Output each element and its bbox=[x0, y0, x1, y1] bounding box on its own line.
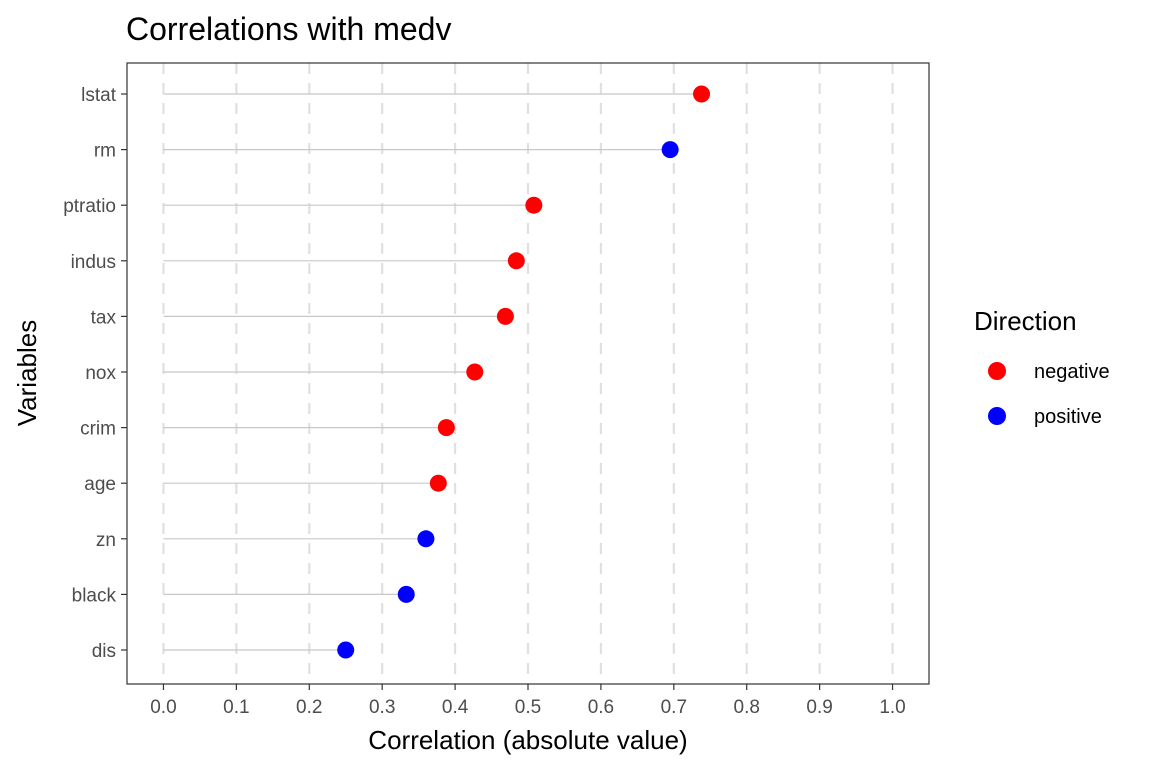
y-tick-label-ptratio: ptratio bbox=[63, 196, 116, 217]
legend-label-negative: negative bbox=[1034, 361, 1110, 383]
x-tick-label: 0.6 bbox=[588, 697, 614, 718]
y-tick-label-tax: tax bbox=[91, 307, 117, 328]
x-axis: 0.0 0.1 0.2 0.3 0.4 0.5 0.6 0.7 0.8 0.9 1.0 bbox=[150, 684, 906, 718]
y-tick-label-age: age bbox=[84, 474, 116, 495]
data-points bbox=[337, 85, 711, 659]
y-tick-label-lstat: lstat bbox=[81, 85, 117, 106]
x-tick-label: 0.8 bbox=[734, 697, 760, 718]
x-tick-label: 0.1 bbox=[223, 697, 249, 718]
x-tick-label: 0.9 bbox=[806, 697, 832, 718]
point-ptratio bbox=[525, 196, 543, 214]
x-axis-title: Correlation (absolute value) bbox=[368, 725, 687, 755]
point-crim bbox=[437, 419, 455, 437]
y-tick-label-dis: dis bbox=[92, 641, 116, 662]
x-tick-label: 0.0 bbox=[150, 697, 176, 718]
gridlines bbox=[162, 63, 894, 684]
point-indus bbox=[507, 252, 525, 270]
legend-label-positive: positive bbox=[1034, 406, 1102, 428]
x-tick-label: 1.0 bbox=[879, 697, 905, 718]
lollipop-stems bbox=[163, 93, 702, 651]
point-age bbox=[429, 474, 447, 492]
point-dis bbox=[337, 641, 355, 659]
legend-key-positive bbox=[988, 407, 1006, 425]
x-tick-label: 0.7 bbox=[661, 697, 687, 718]
y-tick-label-indus: indus bbox=[71, 252, 116, 273]
point-zn bbox=[417, 530, 435, 548]
legend: Direction negative positive bbox=[974, 306, 1110, 428]
x-tick-label: 0.3 bbox=[369, 697, 395, 718]
x-tick-label: 0.4 bbox=[442, 697, 469, 718]
point-tax bbox=[496, 307, 514, 325]
y-tick-label-black: black bbox=[72, 585, 117, 606]
y-axis: lstat rm ptratio indus tax nox crim age zn black d… bbox=[63, 85, 127, 662]
y-tick-label-crim: crim bbox=[80, 419, 116, 440]
point-lstat bbox=[693, 85, 711, 103]
y-tick-label-zn: zn bbox=[96, 530, 116, 551]
point-nox bbox=[466, 363, 484, 381]
point-rm bbox=[661, 141, 679, 159]
x-tick-label: 0.5 bbox=[515, 697, 541, 718]
y-axis-title: Variables bbox=[12, 320, 42, 426]
x-tick-label: 0.2 bbox=[296, 697, 322, 718]
chart-title: Correlations with medv bbox=[126, 11, 451, 47]
y-tick-label-rm: rm bbox=[94, 141, 116, 162]
legend-key-negative bbox=[988, 362, 1006, 380]
point-black bbox=[397, 585, 415, 603]
legend-title: Direction bbox=[974, 306, 1077, 336]
y-tick-label-nox: nox bbox=[85, 363, 116, 384]
